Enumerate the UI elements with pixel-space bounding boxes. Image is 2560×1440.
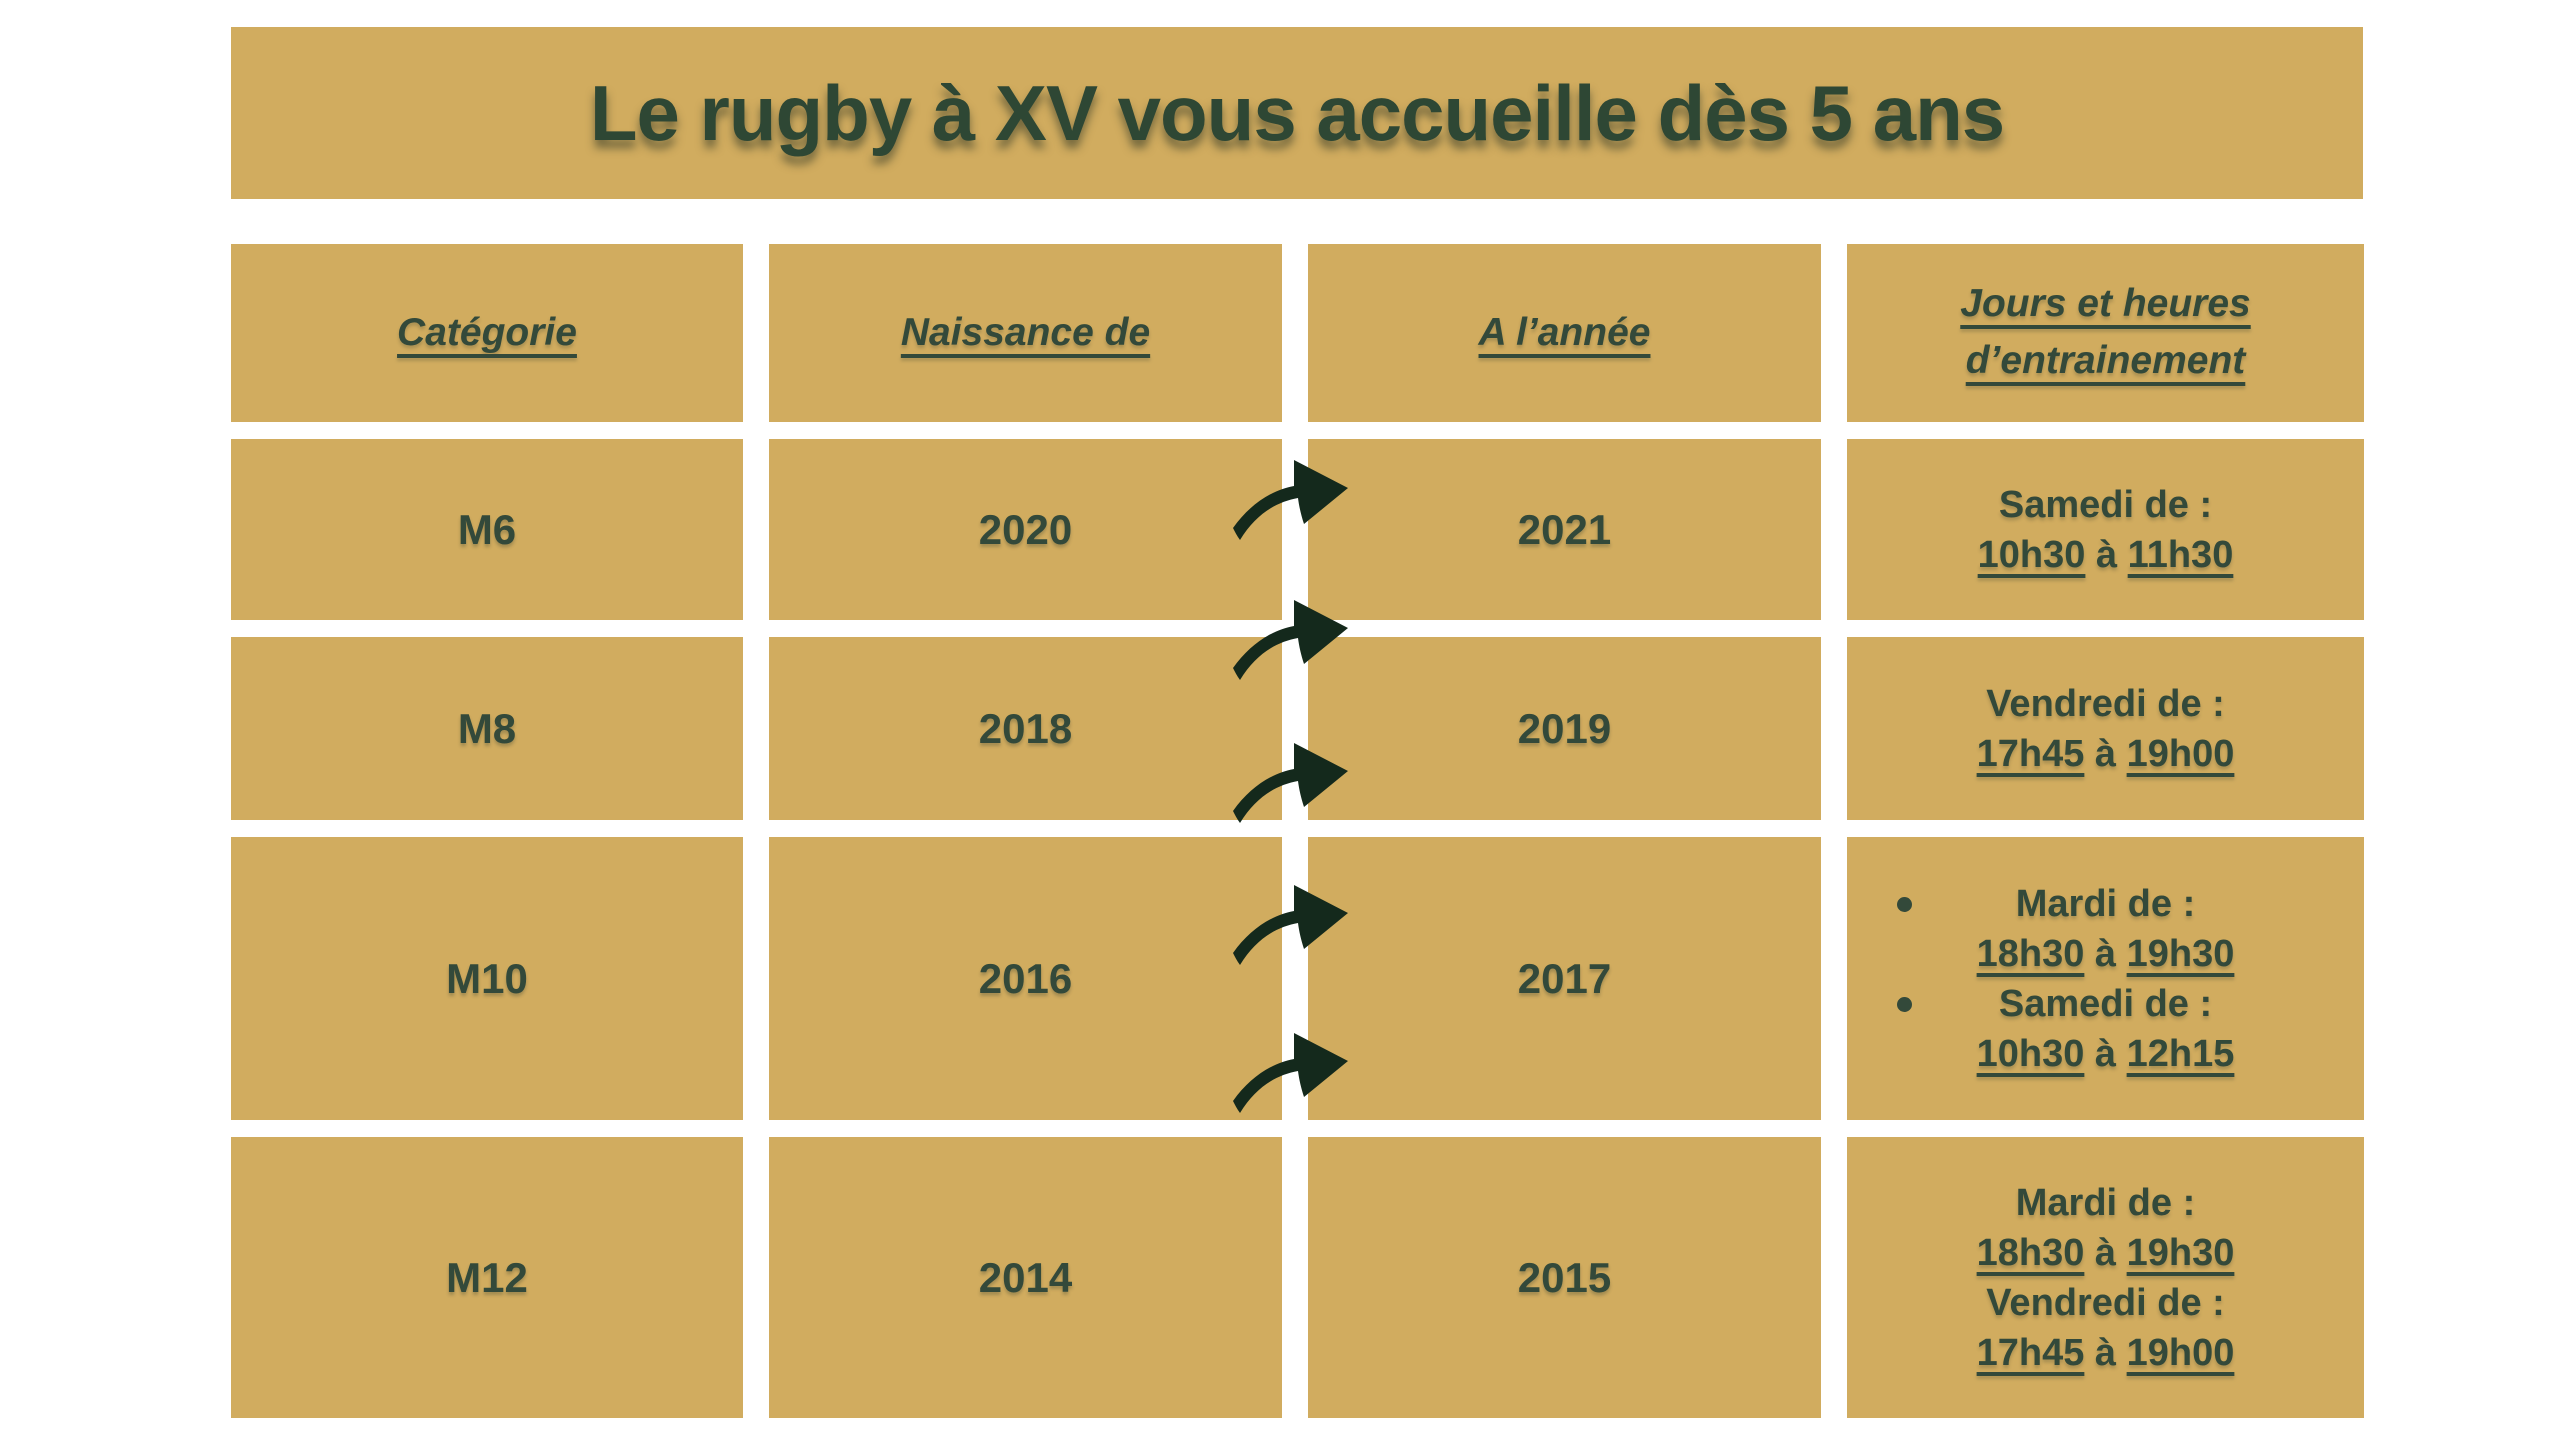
schedule-day: Samedi de : [1998,483,2213,526]
curved-arrow-icon [1233,885,1348,965]
schedule-item: Mardi de : 18h30 à 19h30 [1867,1178,2344,1278]
category-label: M8 [457,704,517,752]
schedule-times: 17h45 à 19h00 [1867,729,2344,779]
m6-birth-year-cell: 2020 [769,439,1282,620]
time-separator: à [2094,1032,2117,1075]
to-year-label: 2019 [1517,704,1612,752]
birth-year-label: 2018 [978,704,1073,752]
start-time: 17h45 [1976,732,2085,775]
m12-to-year-cell: 2015 [1308,1137,1821,1418]
end-time: 19h30 [2126,1231,2235,1274]
end-time: 11h30 [2127,533,2234,576]
m8-to-year-cell: 2019 [1308,637,1821,820]
m10-birth-year-cell: 2016 [769,837,1282,1120]
m6-category-cell: M6 [231,439,743,620]
start-time: 18h30 [1976,1231,2085,1274]
start-time: 18h30 [1976,932,2085,975]
schedule-day: Mardi de : [2015,1181,2196,1224]
category-label: M12 [446,1253,528,1301]
time-separator: à [2094,932,2117,975]
start-time: 17h45 [1976,1331,2085,1374]
m8-schedule-cell: Vendredi de : 17h45 à 19h00 [1847,637,2364,820]
end-time: 19h00 [2126,1331,2235,1374]
curved-arrow-icon [1233,1033,1348,1113]
to-year-label: 2015 [1517,1253,1612,1301]
schedule-times: 18h30 à 19h30 [1867,929,2344,979]
schedule-day: Mardi de : [2015,882,2196,925]
schedule-times: 10h30 à 12h15 [1867,1029,2344,1079]
time-separator: à [2094,1231,2117,1274]
schedule-day: Samedi de : [1998,982,2213,1025]
category-label: M10 [446,954,528,1002]
schedule-day: Vendredi de : [1986,1281,2225,1324]
end-time: 19h00 [2126,732,2235,775]
m12-birth-year-cell: 2014 [769,1137,1282,1418]
m8-category-cell: M8 [231,637,743,820]
title-banner: Le rugby à XV vous accueille dès 5 ans [231,27,2363,199]
time-separator: à [2094,1331,2117,1374]
m6-schedule-cell: Samedi de : 10h30 à 11h30 [1847,439,2364,620]
m12-schedule-cell: Mardi de : 18h30 à 19h30 Vendredi de : 1… [1847,1137,2364,1418]
curved-arrow-icon [1233,600,1348,680]
header-label-naissance: Naissance de [900,310,1151,354]
curved-arrow-icon [1233,743,1348,823]
header-label-annee: A l’année [1478,310,1651,354]
schedule-item: Vendredi de : 17h45 à 19h00 [1867,679,2344,779]
start-time: 10h30 [1976,1032,2085,1075]
to-year-label: 2017 [1517,954,1612,1002]
m6-to-year-cell: 2021 [1308,439,1821,620]
m12-category-cell: M12 [231,1137,743,1418]
header-label-categorie: Catégorie [397,310,577,354]
bullet-icon [1897,896,1912,912]
category-label: M6 [457,505,517,553]
to-year-label: 2021 [1517,505,1612,553]
birth-year-label: 2014 [978,1253,1073,1301]
bullet-icon [1897,996,1912,1012]
schedule-day: Vendredi de : [1986,682,2225,725]
schedule-item: Samedi de : 10h30 à 11h30 [1867,480,2344,580]
time-separator: à [2094,732,2117,775]
schedule-times: 10h30 à 11h30 [1867,530,2344,580]
start-time: 10h30 [1977,533,2086,576]
schedule-times: 17h45 à 19h00 [1867,1328,2344,1378]
m8-birth-year-cell: 2018 [769,637,1282,820]
schedule-item: Mardi de : 18h30 à 19h30 [1867,879,2344,979]
birth-year-label: 2016 [978,954,1073,1002]
schedule-item: Samedi de : 10h30 à 12h15 [1867,979,2344,1079]
schedule-table: Catégorie Naissance de A l’année Jours e… [231,244,2364,1418]
m10-category-cell: M10 [231,837,743,1120]
page-title: Le rugby à XV vous accueille dès 5 ans [589,68,2005,157]
m10-schedule-cell: Mardi de : 18h30 à 19h30 Samedi de : 10h… [1847,837,2364,1120]
birth-year-label: 2020 [978,505,1073,553]
schedule-item: Vendredi de : 17h45 à 19h00 [1867,1278,2344,1378]
end-time: 12h15 [2126,1032,2235,1075]
curved-arrow-icon [1233,460,1348,540]
header-cell-annee: A l’année [1308,244,1821,422]
header-cell-jours-heures: Jours et heures d’entrainement [1847,244,2364,422]
time-separator: à [2095,533,2118,576]
m10-to-year-cell: 2017 [1308,837,1821,1120]
schedule-times: 18h30 à 19h30 [1867,1228,2344,1278]
header-label-jours-heures: Jours et heures d’entrainement [1960,282,2251,382]
header-cell-naissance: Naissance de [769,244,1282,422]
end-time: 19h30 [2126,932,2235,975]
header-cell-categorie: Catégorie [231,244,743,422]
